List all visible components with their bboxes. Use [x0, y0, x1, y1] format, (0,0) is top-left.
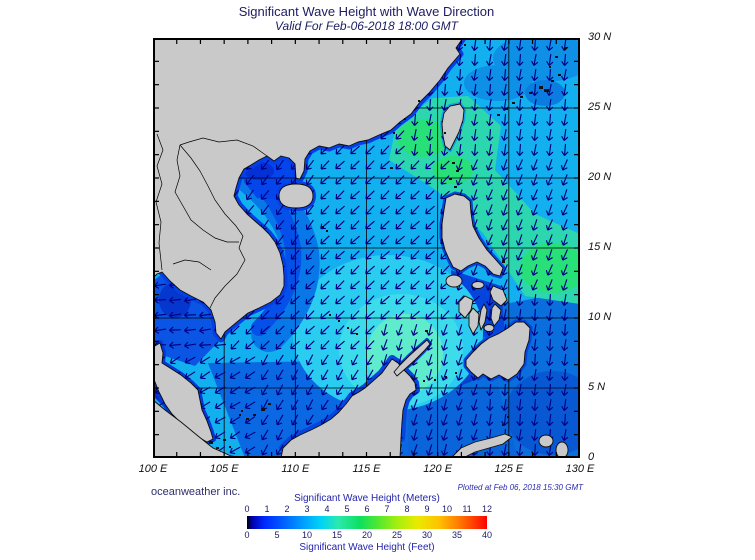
small-islands: [209, 44, 567, 449]
lat-label: 10 N: [588, 311, 612, 323]
landmasses: [153, 38, 569, 458]
chart-header: Significant Wave Height with Wave Direct…: [153, 4, 580, 33]
plotted-timestamp: Plotted at Feb 06, 2018 15:30 GMT: [457, 483, 583, 492]
feet-tick: 10: [301, 530, 313, 540]
borneo: [280, 358, 417, 458]
halmahera: [538, 434, 554, 448]
feet-tick: 0: [244, 530, 250, 540]
valid-time-subtitle: Valid For Feb-06-2018 18:00 GMT: [275, 19, 458, 33]
meters-tick: 8: [404, 504, 410, 514]
map-border-frame: [153, 38, 580, 458]
meters-tick: 3: [304, 504, 310, 514]
lat-label: 20 N: [588, 171, 612, 183]
asia-mainland: [153, 38, 464, 340]
mindoro: [445, 274, 463, 288]
cebu: [478, 303, 488, 331]
colorbar-gradient: [247, 516, 487, 529]
meters-tick: 10: [441, 504, 453, 514]
page-title: Significant Wave Height with Wave Direct…: [238, 4, 495, 19]
meters-tick: 11: [462, 504, 472, 514]
meters-tick: 1: [264, 504, 270, 514]
lat-label: 25 N: [588, 101, 612, 113]
sumatra: [153, 399, 246, 458]
lon-label: 110 E: [281, 463, 310, 475]
lon-label: 115 E: [352, 463, 381, 475]
feet-tick: 5: [274, 530, 280, 540]
feet-tick: 30: [421, 530, 433, 540]
lat-label: 5 N: [588, 381, 606, 393]
credit: oceanweather inc.: [151, 486, 241, 498]
colorbar-feet-ticks: 0 5 10 15 20 25 30 35 40: [244, 530, 492, 540]
meters-tick: 4: [324, 504, 330, 514]
lat-label: 30 N: [588, 31, 612, 43]
lon-label: 125 E: [494, 463, 524, 475]
negros: [468, 307, 480, 335]
map-area: [153, 38, 580, 458]
malay-peninsula: [153, 342, 214, 443]
meters-tick: 6: [364, 504, 370, 514]
leyte: [490, 303, 502, 327]
meters-tick: 0: [244, 504, 250, 514]
panay: [458, 295, 474, 319]
halmahera-2: [555, 441, 569, 458]
lon-label: 120 E: [423, 463, 453, 475]
lon-label: 105 E: [209, 463, 239, 475]
sulawesi: [450, 433, 513, 458]
masbate: [471, 281, 485, 289]
lat-label: 0: [588, 451, 595, 463]
colorbar-title-feet: Significant Wave Height (Feet): [299, 542, 435, 553]
meters-tick: 5: [344, 504, 350, 514]
feet-tick: 40: [481, 530, 493, 540]
map-svg: [153, 38, 580, 458]
lon-label: 100 E: [138, 463, 168, 475]
bohol: [483, 324, 495, 332]
feet-tick: 20: [361, 530, 373, 540]
feet-tick: 35: [451, 530, 463, 540]
samar: [489, 285, 508, 307]
feet-tick: 15: [331, 530, 343, 540]
colorbar-title-meters: Significant Wave Height (Meters): [294, 493, 440, 504]
meters-tick: 12: [481, 504, 493, 514]
lat-label: 15 N: [588, 241, 612, 253]
feet-tick: 25: [391, 530, 403, 540]
meters-tick: 7: [384, 504, 390, 514]
colorbar-meters-ticks: 0 1 2 3 4 5 6 7 8 9 10 11 12: [244, 504, 492, 514]
hainan: [278, 183, 314, 209]
meters-tick: 2: [284, 504, 290, 514]
country-borders: [155, 133, 268, 309]
lon-label: 130 E: [565, 463, 595, 475]
meters-tick: 9: [424, 504, 430, 514]
